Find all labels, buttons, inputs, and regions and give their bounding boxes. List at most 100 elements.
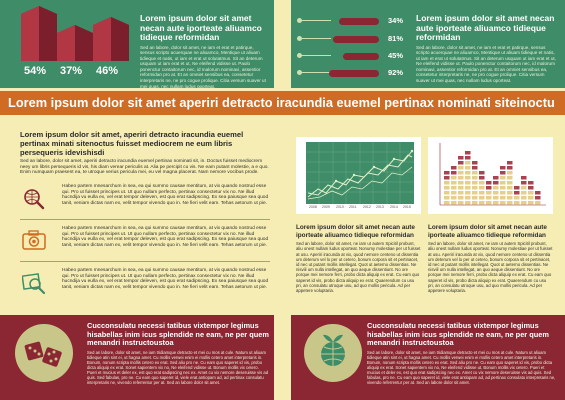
equalizer-block	[458, 196, 464, 200]
equalizer-block	[507, 181, 513, 185]
x-label: 2008	[309, 205, 317, 209]
bar-3d-1	[21, 6, 57, 61]
top-left-panel: 54% 37% 46% Lorem ipsum dolor sit amet n…	[0, 0, 274, 89]
equalizer-block	[444, 171, 450, 175]
equalizer-block	[451, 191, 457, 195]
equalizer-block	[465, 186, 471, 190]
equalizer-block	[444, 181, 450, 185]
equalizer-block	[472, 201, 478, 205]
x-label: 2011	[349, 205, 357, 209]
stat-1-label: 34%	[387, 16, 403, 25]
equalizer-block	[479, 196, 485, 200]
equalizer-block	[465, 156, 471, 160]
equalizer-block	[465, 201, 471, 205]
feature-item-2-text: Habeo partem mnesarchum in sea, ea qui s…	[62, 226, 269, 249]
equalizer-block	[458, 171, 464, 175]
x-label: 2009	[322, 205, 330, 209]
stat-2-label: 81%	[387, 34, 403, 43]
bottom-right-heading: Cucconsulatu necessi tatibus vixtempor l…	[367, 321, 549, 348]
equalizer-block	[514, 201, 520, 205]
equalizer-block	[521, 186, 527, 190]
equalizer-block	[507, 166, 513, 170]
equalizer-block	[458, 176, 464, 180]
equalizer-block	[500, 171, 506, 175]
bar-3-label: 46%	[96, 65, 119, 77]
equalizer-block	[465, 166, 471, 170]
equalizer-block	[472, 176, 478, 180]
equalizer-block	[486, 196, 492, 200]
line-chart-panel: 2008 2009 2010 2011 2012 2013 2014 2015	[296, 137, 421, 214]
top-left-body: Sed an labore, dolor sit amet, ne iam et…	[140, 44, 266, 89]
bottom-left-heading: Cucconsulatu necessi tatibus vixtempor l…	[87, 321, 269, 348]
equalizer-block	[521, 181, 527, 185]
stat-3-label: 45%	[387, 51, 403, 60]
equalizer-block	[465, 176, 471, 180]
equalizer-block	[493, 196, 499, 200]
equalizer-block	[493, 191, 499, 195]
equalizer-block	[451, 171, 457, 175]
bottom-right-body: Sed an labore, dolor sit amet, ne iam tr…	[367, 349, 556, 386]
equalizer-block	[500, 191, 506, 195]
equalizer-block	[465, 181, 471, 185]
equalizer-block	[479, 191, 485, 195]
equalizer-block	[500, 201, 506, 205]
equalizer-block	[472, 171, 478, 175]
equalizer-block	[535, 201, 541, 205]
right-col-right-body: Sed an labore, dolor sit amet, ne iam ut…	[428, 241, 553, 294]
equalizer-block	[458, 201, 464, 205]
equalizer-block	[514, 196, 520, 200]
equalizer-block	[507, 201, 513, 205]
top-right-text: Lorem ipsum dolor sit amet necan aute ip…	[416, 13, 559, 84]
right-col-right-text: Lorem ipsum dolor sit amet necan aute ip…	[428, 224, 553, 293]
equalizer-block	[479, 186, 485, 190]
equalizer-block	[472, 191, 478, 195]
equalizer-block	[500, 166, 506, 170]
equalizer-block	[507, 176, 513, 180]
top-right-panel: 34% 81% 45% 92% Lorem ipsum dolor sit am…	[291, 0, 565, 88]
equalizer-block	[472, 186, 478, 190]
top-left-text: Lorem ipsum dolor sit amet necan aute ip…	[140, 13, 268, 89]
equalizer-block	[458, 166, 464, 170]
right-col-right-heading: Lorem ipsum dolor sit amet necan aute ip…	[428, 224, 547, 239]
equalizer-block	[507, 196, 513, 200]
equalizer-block	[521, 176, 527, 180]
equalizer-block	[458, 156, 464, 160]
x-label: 2014	[390, 205, 398, 209]
equalizer-block	[500, 186, 506, 190]
equalizer-block	[528, 186, 534, 190]
equalizer-block	[514, 191, 520, 195]
top-right-heading: Lorem ipsum dolor sit amet necan aute ip…	[416, 13, 555, 42]
bottom-left-body: Sed an labore, dolor sit amet, ne iam tr…	[87, 349, 269, 386]
x-label: 2012	[363, 205, 371, 209]
photo-search-icon	[21, 272, 46, 295]
equalizer-block	[465, 161, 471, 165]
equalizer-block	[479, 171, 485, 175]
stat-row-1: 34%	[297, 16, 411, 26]
equalizer-block	[444, 186, 450, 190]
equalizer-block	[507, 186, 513, 190]
equalizer-block	[521, 201, 527, 205]
equalizer-block	[493, 186, 499, 190]
equalizer-block	[451, 201, 457, 205]
feature-item-2: Habeo partem mnesarchum in sea, ea qui s…	[20, 226, 270, 258]
x-label: 2015	[403, 205, 411, 209]
equalizer-block	[514, 186, 520, 190]
equalizer-block	[528, 181, 534, 185]
right-col-left-heading: Lorem ipsum dolor sit amet necan aute ip…	[296, 224, 415, 239]
equalizer-block	[521, 196, 527, 200]
top-left-heading: Lorem ipsum dolor sit amet necan aute ip…	[140, 13, 262, 42]
x-label: 2013	[376, 205, 384, 209]
bottom-right-text: Cucconsulatu necessi tatibus vixtempor l…	[367, 321, 557, 386]
equalizer-block	[479, 201, 485, 205]
equalizer-block	[493, 176, 499, 180]
equalizer-block	[472, 161, 478, 165]
equalizer-block	[451, 181, 457, 185]
equalizer-block	[458, 161, 464, 165]
equalizer-block	[521, 191, 527, 195]
equalizer-block	[535, 196, 541, 200]
stat-row-4: 92%	[297, 68, 411, 78]
equalizer-block	[528, 196, 534, 200]
stat-row-2: 81%	[297, 34, 411, 44]
feature-item-1-text: Habeo partem mnesarchum in sea, ea qui s…	[62, 184, 269, 207]
equalizer-block	[465, 191, 471, 195]
